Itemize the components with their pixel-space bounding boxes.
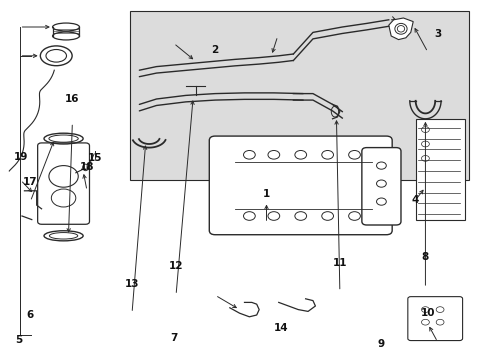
Text: 16: 16 — [65, 94, 80, 104]
Text: 11: 11 — [332, 258, 346, 268]
Text: 6: 6 — [27, 310, 34, 320]
FancyBboxPatch shape — [415, 119, 464, 220]
Text: 4: 4 — [411, 195, 419, 205]
Text: 13: 13 — [124, 279, 139, 289]
Text: 7: 7 — [169, 333, 177, 343]
Text: 19: 19 — [13, 152, 28, 162]
Text: 8: 8 — [421, 252, 428, 262]
FancyBboxPatch shape — [361, 148, 400, 225]
Text: 5: 5 — [15, 335, 22, 345]
Polygon shape — [129, 11, 468, 180]
Text: 3: 3 — [433, 29, 440, 39]
Text: 12: 12 — [168, 261, 183, 271]
Text: 1: 1 — [263, 189, 269, 199]
Text: 2: 2 — [211, 45, 218, 55]
FancyBboxPatch shape — [209, 136, 391, 235]
Text: 9: 9 — [377, 339, 384, 349]
Text: 17: 17 — [23, 177, 38, 187]
Text: 10: 10 — [420, 308, 434, 318]
Text: 14: 14 — [273, 323, 288, 333]
FancyBboxPatch shape — [38, 143, 89, 224]
Text: 15: 15 — [88, 153, 102, 163]
FancyBboxPatch shape — [407, 297, 462, 341]
Polygon shape — [388, 18, 412, 40]
Text: 18: 18 — [80, 162, 94, 172]
